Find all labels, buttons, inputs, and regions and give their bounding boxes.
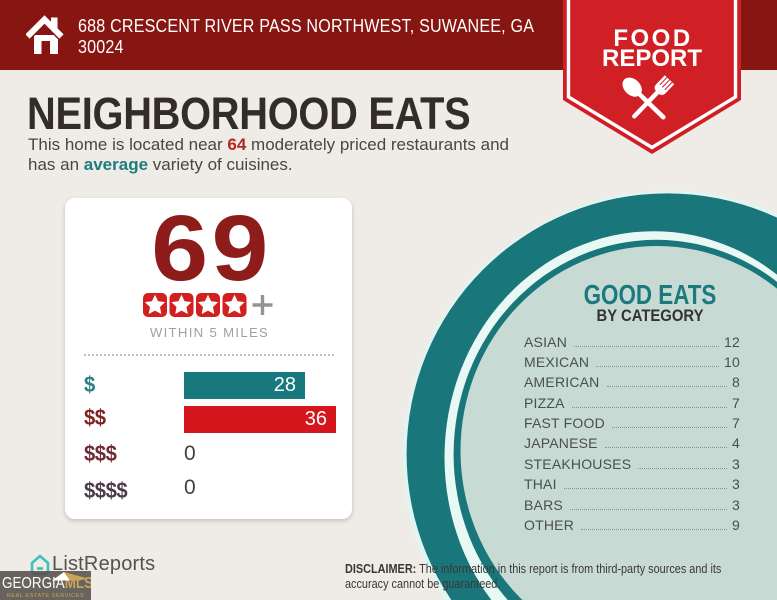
svg-text:FOOD: FOOD — [613, 25, 692, 52]
svg-text:REPORT: REPORT — [602, 45, 702, 72]
